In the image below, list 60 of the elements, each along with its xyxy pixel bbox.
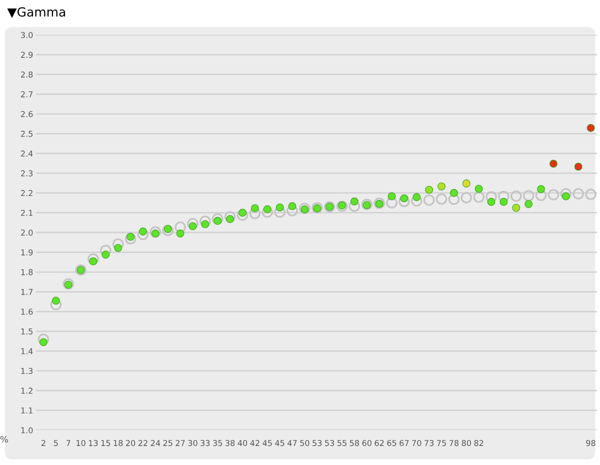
y-tick-label: 2.2 (21, 190, 32, 196)
x-tick-label: 58 (350, 440, 360, 446)
x-tick-label: 24 (150, 440, 160, 446)
x-tick-label: 80 (462, 440, 471, 446)
y-tick-label: 1.1 (21, 408, 32, 414)
x-tick-label: 98 (586, 440, 596, 446)
y-tick-label: 2.7 (21, 91, 33, 98)
y-tick-label: 1.3 (21, 368, 33, 374)
x-tick-label: 38 (226, 440, 235, 446)
x-tick-label: 30 (188, 440, 198, 446)
y-tick-label: 1.2 (21, 388, 32, 394)
x-tick-label: 25 (163, 440, 172, 446)
x-tick-label: 73 (424, 440, 434, 446)
y-tick-label: 1.5 (21, 328, 33, 334)
y-tick-label: 1.0 (21, 427, 33, 434)
x-tick-label: 67 (400, 440, 409, 446)
x-tick-label: 60 (362, 440, 372, 446)
x-tick-label: 35 (213, 440, 222, 446)
x-tick-label: 82 (474, 440, 484, 446)
x-tick-label: 65 (387, 440, 396, 446)
x-axis-title: % (0, 436, 8, 443)
x-tick-label: 47 (288, 440, 297, 446)
y-tick-label: 1.7 (21, 288, 33, 295)
y-tick-label: 2.3 (21, 170, 33, 176)
x-tick-label: 53 (312, 440, 322, 446)
x-tick-label: 42 (250, 440, 260, 446)
y-tick-label: 1.6 (21, 308, 33, 315)
y-tick-label: 1.4 (21, 348, 33, 354)
x-tick-label: 40 (238, 440, 248, 446)
x-tick-label: 78 (449, 440, 459, 446)
x-tick-label: 45 (275, 440, 284, 446)
x-tick-label: 5 (54, 440, 58, 446)
x-tick-label: 50 (300, 440, 310, 446)
y-tick-label: 1.9 (21, 249, 33, 256)
x-tick-label: 70 (412, 440, 422, 446)
y-tick-label: 2.9 (21, 52, 33, 58)
y-tick-label: 2.4 (21, 150, 33, 157)
y-tick-label: 2.8 (21, 71, 33, 78)
x-tick-label: 18 (114, 440, 123, 446)
x-tick-label: 33 (200, 440, 210, 446)
x-tick-label: 15 (101, 440, 110, 446)
x-tick-label: 7 (66, 440, 70, 446)
y-tick-label: 2.6 (21, 111, 33, 118)
y-tick-label: 2.0 (21, 230, 33, 236)
x-tick-label: 55 (337, 440, 346, 446)
y-tick-label: 3.0 (21, 32, 33, 38)
y-tick-label: 2.5 (21, 130, 33, 137)
y-tick-label: 2.1 (21, 210, 32, 216)
x-tick-label: 75 (437, 440, 446, 446)
x-tick-label: 2 (41, 440, 46, 446)
x-tick-label: 62 (374, 440, 384, 446)
y-tick-label: 1.8 (21, 269, 33, 276)
x-tick-label: 45 (262, 440, 272, 446)
x-tick-label: 22 (138, 440, 148, 446)
x-tick-label: 10 (76, 440, 86, 446)
x-tick-label: 27 (176, 440, 185, 446)
x-tick-label: 13 (88, 440, 98, 446)
x-tick-label: 20 (126, 440, 136, 446)
chart-title: ▼Gamma (7, 7, 66, 18)
x-tick-label: 53 (325, 440, 334, 446)
